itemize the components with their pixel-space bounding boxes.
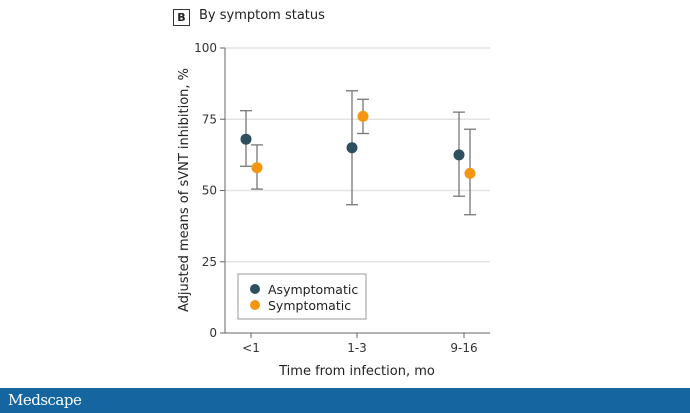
legend-box [237, 273, 367, 320]
y-tick-label: 25 [202, 255, 217, 269]
data-point-asymptomatic [346, 142, 358, 154]
footer-bar: Medscape [0, 388, 690, 413]
x-axis-label: Time from infection, mo [278, 364, 435, 379]
y-axis-label: Adjusted means of sVNT inhibition, % [177, 68, 192, 312]
x-tick-label: <1 [242, 341, 260, 355]
panel-label: B [173, 9, 190, 26]
data-point-symptomatic [251, 162, 263, 174]
data-point-asymptomatic [240, 133, 252, 145]
y-tick-label: 50 [202, 184, 217, 198]
chart: 0 25 50 75 100 <1 1-3 9-16 Time from infection,… [177, 41, 490, 379]
y-tick-label: 0 [209, 326, 217, 340]
panel-title: By symptom status [199, 8, 325, 23]
y-tick-label: 100 [194, 41, 217, 55]
data-point-symptomatic [464, 167, 476, 179]
medscape-logo: Medscape [8, 391, 82, 409]
y-tick-label: 75 [202, 112, 217, 126]
legend-marker-asymptomatic [250, 284, 260, 294]
legend-label: Asymptomatic [268, 282, 358, 297]
data-point-symptomatic [357, 110, 369, 122]
x-tick-label: 9-16 [450, 341, 477, 355]
legend-marker-symptomatic [250, 300, 260, 310]
legend-label: Symptomatic [268, 298, 351, 313]
data-point-asymptomatic [453, 149, 465, 161]
x-tick-label: 1-3 [347, 341, 367, 355]
